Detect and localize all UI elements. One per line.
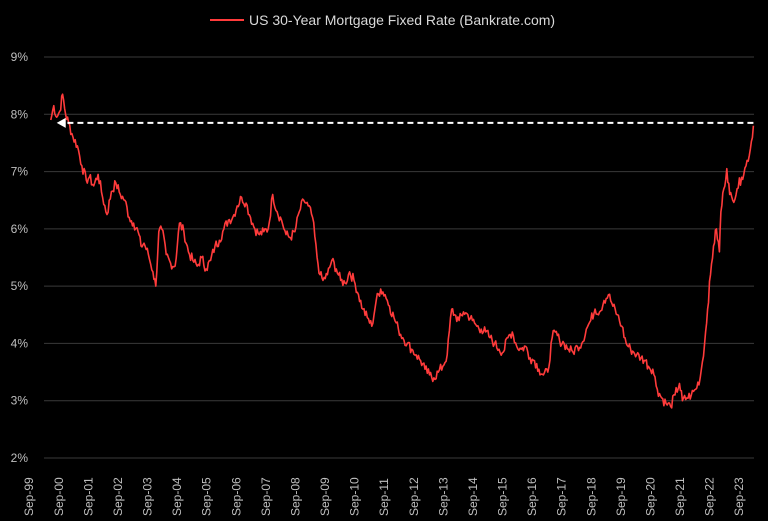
legend-label: US 30-Year Mortgage Fixed Rate (Bankrate… <box>249 12 555 28</box>
grid <box>44 56 754 459</box>
x-tick-label: Sep-04 <box>170 477 184 516</box>
y-tick-label: 6% <box>11 222 29 236</box>
x-tick-label: Sep-15 <box>496 477 510 516</box>
x-tick-label: Sep-06 <box>229 477 243 516</box>
y-axis: 2% 3% 4% 5% 6% 7% 8% 9% <box>11 50 29 465</box>
y-tick-label: 7% <box>11 165 29 179</box>
x-tick-label: Sep-03 <box>141 477 155 516</box>
x-tick-label: Sep-14 <box>466 477 480 516</box>
series-line <box>50 93 755 409</box>
y-tick-label: 5% <box>11 279 29 293</box>
y-tick-label: 9% <box>11 50 29 64</box>
y-tick-label: 3% <box>11 394 29 408</box>
x-tick-label: Sep-07 <box>259 477 273 516</box>
x-tick-label: Sep-17 <box>555 477 569 516</box>
x-tick-label: Sep-05 <box>200 477 214 516</box>
x-tick-label: Sep-20 <box>643 477 657 516</box>
x-tick-label: Sep-21 <box>673 477 687 516</box>
x-tick-label: Sep-12 <box>407 477 421 516</box>
x-tick-label: Sep-99 <box>22 477 36 516</box>
x-tick-label: Sep-11 <box>377 478 391 516</box>
y-tick-label: 2% <box>11 451 29 465</box>
arrow-head-icon <box>56 117 66 128</box>
x-tick-label: Sep-09 <box>318 477 332 516</box>
y-tick-label: 8% <box>11 107 29 121</box>
x-tick-label: Sep-18 <box>584 477 598 516</box>
x-tick-label: Sep-13 <box>436 477 450 516</box>
x-tick-label: Sep-08 <box>288 477 302 516</box>
y-tick-label: 4% <box>11 336 29 350</box>
x-tick-label: Sep-10 <box>348 477 362 516</box>
x-tick-label: Sep-22 <box>703 477 717 516</box>
x-axis: Sep-99 Sep-00 Sep-01 Sep-02 Sep-03 Sep-04 Sep-… <box>22 477 746 516</box>
x-tick-label: Sep-01 <box>81 477 95 516</box>
series-layer <box>50 93 755 409</box>
x-tick-label: Sep-23 <box>732 477 746 516</box>
legend: US 30-Year Mortgage Fixed Rate (Bankrate… <box>210 12 555 28</box>
x-tick-label: Sep-19 <box>614 477 628 516</box>
annotation-layer <box>56 117 754 128</box>
x-tick-label: Sep-02 <box>111 477 125 516</box>
x-tick-label: Sep-00 <box>52 477 66 516</box>
x-tick-label: Sep-16 <box>525 477 539 516</box>
